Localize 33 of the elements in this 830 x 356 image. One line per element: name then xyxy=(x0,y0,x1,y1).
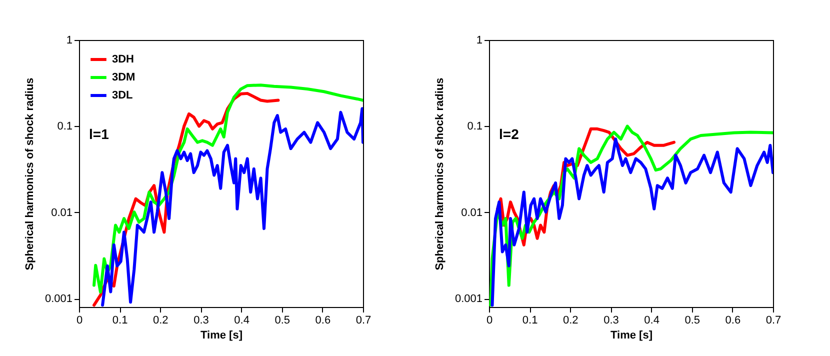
x-tick-label: 0 xyxy=(76,314,83,326)
y-tick-label: 0.1 xyxy=(467,120,482,133)
x-tick-label: 0.5 xyxy=(274,314,290,326)
x-tick-label: 0.7 xyxy=(356,314,372,326)
x-tick-label: 0.5 xyxy=(684,314,700,326)
x-axis-title: Time [s] xyxy=(200,330,243,342)
x-axis-title: Time [s] xyxy=(610,330,653,342)
x-tick-label: 0.1 xyxy=(522,314,538,326)
x-tick-label: 0.7 xyxy=(766,314,782,326)
x-tick-label: 0.2 xyxy=(562,314,578,326)
y-tick-label: 0.001 xyxy=(44,293,72,306)
y-tick-label: 0.01 xyxy=(461,206,482,219)
legend-label: 3DL xyxy=(112,90,134,102)
x-tick-label: 0.4 xyxy=(644,314,660,326)
x-tick-label: 0.6 xyxy=(315,314,331,326)
x-tick-label: 0.3 xyxy=(604,314,619,326)
y-axis-title: Spherical harmonics of shock radius xyxy=(434,78,446,270)
y-tick-label: 1 xyxy=(66,34,72,46)
y-tick-label: 0.1 xyxy=(57,120,72,133)
y-axis-title: Spherical harmonics of shock radius xyxy=(24,78,36,270)
annotation: l=2 xyxy=(499,126,520,142)
x-tick-label: 0.3 xyxy=(194,314,209,326)
x-tick-label: 0.6 xyxy=(725,314,741,326)
y-tick-label: 1 xyxy=(476,34,482,46)
x-tick-label: 0 xyxy=(486,314,493,326)
legend-label: 3DH xyxy=(112,54,134,66)
y-tick-label: 0.01 xyxy=(51,206,72,219)
annotation: l=1 xyxy=(89,126,110,142)
y-tick-label: 0.001 xyxy=(454,293,482,306)
x-tick-label: 0.4 xyxy=(234,314,250,326)
x-tick-label: 0.2 xyxy=(152,314,168,326)
legend-label: 3DM xyxy=(112,72,136,84)
x-tick-label: 0.1 xyxy=(112,314,128,326)
